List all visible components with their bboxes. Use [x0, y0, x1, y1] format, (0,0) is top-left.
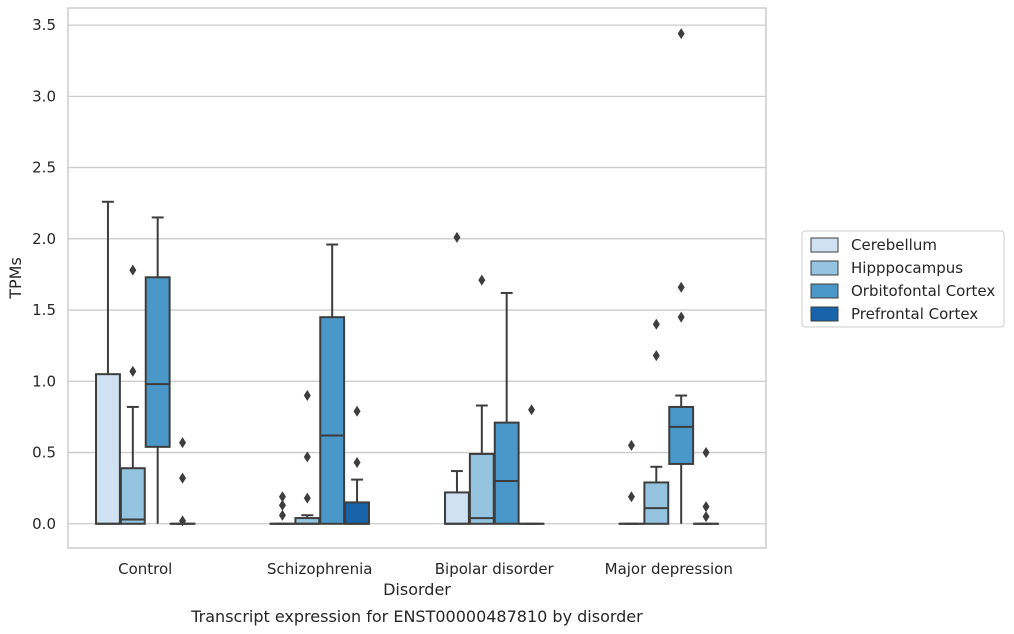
y-tick-label: 0.0 [32, 515, 56, 533]
box [493, 421, 520, 525]
legend-swatch [810, 237, 839, 253]
box-group [618, 28, 719, 525]
legend-swatch [810, 306, 839, 322]
outlier-point [353, 457, 361, 469]
y-tick-label: 0.5 [32, 444, 56, 462]
outlier-point [129, 365, 137, 377]
outlier-point [278, 509, 286, 521]
legend-label: Hipppocampus [851, 259, 963, 277]
box-groups [95, 28, 719, 527]
outlier-point [303, 492, 311, 504]
y-tick-label: 1.0 [32, 372, 56, 390]
outlier-point [702, 447, 710, 459]
outlier-point [677, 28, 685, 40]
x-tick-label: Control [118, 560, 172, 578]
box [344, 501, 370, 525]
box [643, 481, 670, 525]
y-tick-label: 3.0 [32, 87, 56, 105]
outlier-point [652, 350, 660, 362]
legend-frame [801, 230, 1005, 328]
outlier-point [303, 451, 311, 463]
x-ticks: Control Schizophrenia Bipolar disorder Majo… [118, 560, 733, 578]
outlier-point [702, 501, 710, 513]
x-tick-label: Major depression [605, 560, 733, 578]
y-tick-label: 2.5 [32, 159, 56, 177]
outlier-point [278, 491, 286, 503]
box [119, 467, 146, 525]
x-tick-label: Schizophrenia [267, 560, 372, 578]
box-group [95, 200, 196, 527]
outlier-point [453, 231, 461, 243]
legend-label: Orbitofontal Cortex [851, 282, 995, 300]
outlier-point [627, 491, 635, 503]
box [668, 405, 695, 465]
outlier-point [303, 390, 311, 402]
box [319, 316, 346, 525]
outlier-point [278, 499, 286, 511]
legend-label: Prefrontal Cortex [851, 305, 978, 323]
legend-swatch [810, 283, 839, 299]
box-group [269, 243, 370, 525]
y-ticks: 0.0 0.5 1.0 1.5 2.0 2.5 3.0 3.5 [32, 16, 56, 533]
outlier-point [353, 405, 361, 417]
outlier-point [652, 318, 660, 330]
outlier-point [129, 264, 137, 276]
x-axis-label: Disorder [383, 580, 451, 599]
legend-swatch [810, 260, 839, 276]
y-axis-label: TPMs [6, 257, 25, 300]
y-tick-label: 3.5 [32, 16, 56, 34]
box [444, 491, 470, 525]
outlier-point [677, 311, 685, 323]
outlier-point [179, 515, 187, 527]
outlier-point [677, 281, 685, 293]
box-group [444, 231, 545, 525]
y-tick-label: 2.0 [32, 230, 56, 248]
outlier-point [179, 437, 187, 449]
box [144, 276, 171, 448]
legend: Cerebellum Hipppocampus Orbitofontal Corte… [801, 230, 1005, 328]
x-tick-label: Bipolar disorder [435, 560, 555, 578]
outlier-point [478, 274, 486, 286]
outlier-point [179, 472, 187, 484]
plot-background [68, 8, 766, 548]
box [468, 452, 495, 525]
chart-caption: Transcript expression for ENST0000048781… [190, 607, 643, 626]
legend-label: Cerebellum [851, 236, 937, 254]
plot-frame [67, 7, 767, 549]
outlier-point [702, 511, 710, 523]
box [95, 373, 121, 525]
y-tick-label: 1.5 [32, 301, 56, 319]
outlier-point [528, 404, 536, 416]
outlier-point [627, 439, 635, 451]
